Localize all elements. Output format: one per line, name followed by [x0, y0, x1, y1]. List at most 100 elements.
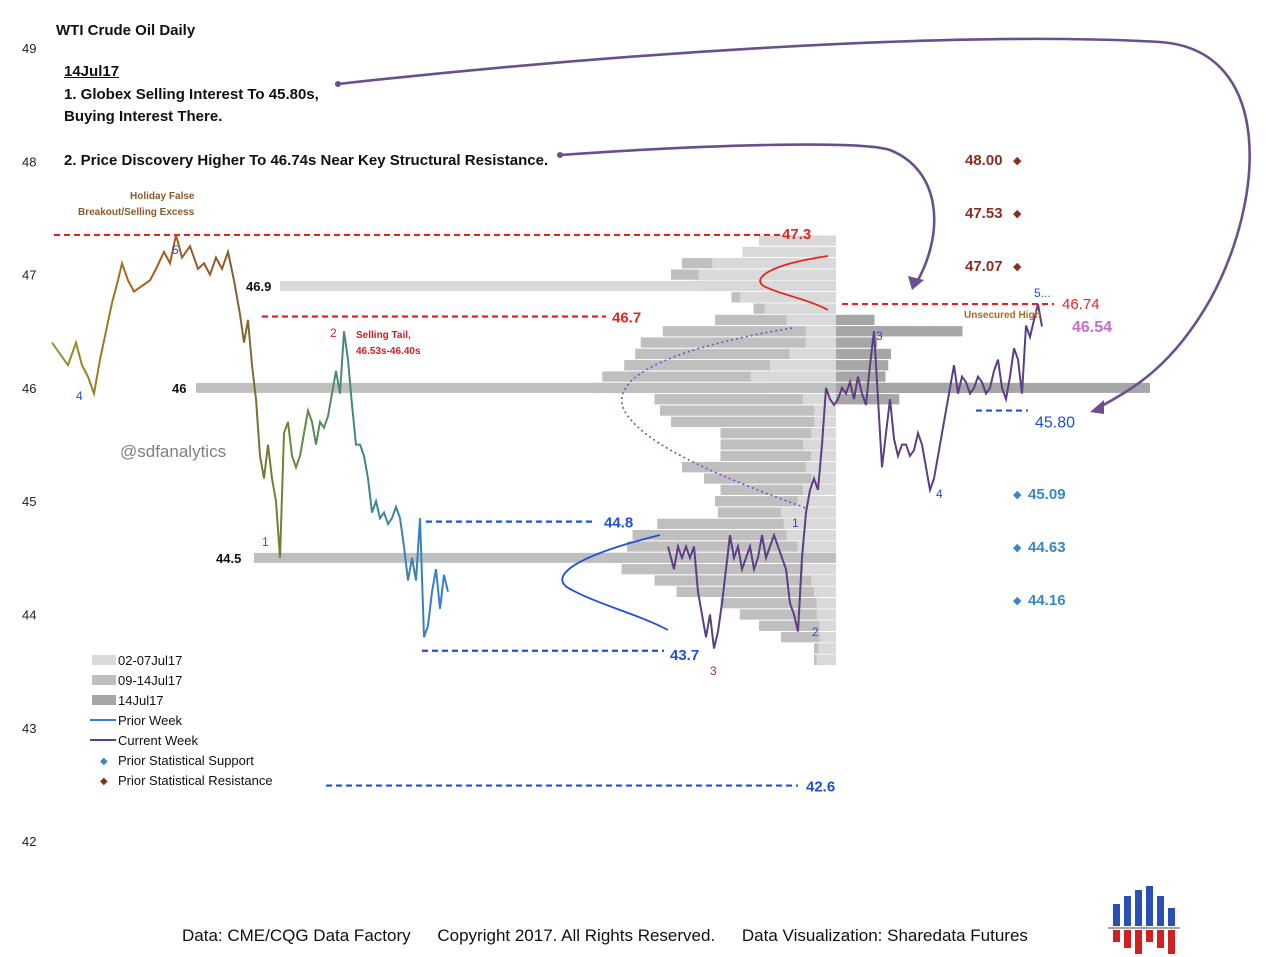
annotation-selling-tail-1: Selling Tail,	[356, 330, 411, 341]
profile-bar-02-07jul17	[803, 564, 836, 575]
profile-bar-02-07jul17	[816, 654, 836, 665]
note-date: 14Jul17	[64, 63, 120, 80]
wave-label-current: 4	[936, 487, 943, 501]
annotations: Holiday False Breakout/Selling Excess Sell…	[76, 191, 1051, 678]
logo-bar-bottom	[1135, 930, 1142, 954]
legend: 02-07Jul17 09-14Jul17 14Jul17 Prior Week Cur…	[90, 653, 273, 788]
profile-bar-09-14jul17	[720, 450, 836, 462]
profile-bar-02-07jul17	[814, 586, 836, 597]
poc-bar-46-9	[280, 280, 836, 291]
y-tick-label: 49	[22, 41, 36, 56]
note-line-2: Buying Interest There.	[64, 108, 223, 125]
poc-label: 46	[172, 381, 186, 396]
profile-bar-09-14jul17	[632, 530, 836, 541]
logo-bar-bottom	[1146, 930, 1153, 942]
profile-bar-09-14jul17	[781, 632, 836, 643]
poc-label: 46.9	[246, 279, 271, 294]
volume-profiles	[196, 235, 1150, 665]
profile-bar-09-14jul17	[602, 371, 836, 382]
legend-diamond-icon: ◆	[100, 776, 108, 787]
profile-bar-02-07jul17	[750, 371, 836, 382]
profile-bar-02-07jul17	[742, 246, 836, 258]
resistance-marker-icon: ◆	[1013, 207, 1022, 220]
price-series	[51, 234, 1043, 649]
annotation-holiday-2: Breakout/Selling Excess	[78, 207, 195, 218]
profile-bar-09-14jul17	[704, 473, 836, 484]
resistance-label: 48.00	[965, 152, 1003, 169]
profile-bar-14jul17	[836, 337, 878, 348]
profile-bar-02-07jul17	[816, 609, 836, 620]
poc-bar-46-current	[836, 382, 1150, 393]
profile-bar-02-07jul17	[781, 507, 836, 518]
profile-bar-02-07jul17	[759, 235, 836, 246]
chart-title: WTI Crude Oil Daily	[56, 22, 196, 39]
legend-label: Prior Statistical Resistance	[118, 773, 273, 788]
level-label-44-8: 44.8	[604, 515, 633, 532]
footer-data-source: Data: CME/CQG Data Factory	[182, 926, 411, 945]
support-label: 45.09	[1028, 486, 1066, 503]
legend-swatch	[92, 675, 116, 685]
y-tick-label: 48	[22, 154, 36, 169]
profile-bar-02-07jul17	[786, 314, 836, 326]
profile-bar-02-07jul17	[811, 575, 836, 586]
profile-bar-02-07jul17	[803, 394, 836, 405]
y-tick-label: 46	[22, 381, 36, 396]
y-tick-label: 44	[22, 608, 36, 623]
wave-label-prior: 4	[76, 389, 83, 403]
legend-swatch	[92, 695, 116, 705]
support-marker-icon: ◆	[1013, 488, 1022, 501]
legend-label: Prior Week	[118, 713, 183, 728]
level-label-45-80: 45.80	[1035, 415, 1075, 432]
profile-bar-02-07jul17	[797, 496, 836, 507]
y-tick-label: 45	[22, 494, 36, 509]
profile-bar-09-14jul17	[682, 462, 836, 473]
profile-bar-09-14jul17	[654, 394, 836, 405]
profile-bar-09-14jul17	[654, 575, 836, 586]
profile-bar-09-14jul17	[621, 564, 836, 575]
level-label-46-74: 46.74	[1062, 296, 1100, 313]
annotation-selling-tail-2: 46.53s-46.40s	[356, 346, 421, 357]
y-tick-label: 47	[22, 268, 36, 283]
profile-bar-09-14jul17	[720, 428, 836, 439]
distribution-curves	[561, 255, 829, 631]
profile-bar-02-07jul17	[811, 473, 836, 484]
arrow-1-head-icon	[1090, 400, 1104, 414]
footer: Data: CME/CQG Data Factory Copyright 201…	[182, 926, 1050, 946]
y-axis: 49 48 47 46 45 44 43 42	[22, 41, 36, 849]
profile-bar-14jul17	[836, 326, 963, 337]
profile-bar-09-14jul17	[720, 484, 836, 496]
logo-bar-top	[1168, 908, 1175, 926]
profile-bar-02-07jul17	[803, 484, 836, 496]
note-line-3: 2. Price Discovery Higher To 46.74s Near…	[64, 152, 549, 169]
poc-bar-46	[196, 382, 836, 393]
profile-bar-02-07jul17	[783, 518, 836, 530]
profile-bar-02-07jul17	[764, 303, 836, 314]
current-price-label: 46.54	[1072, 319, 1112, 336]
profile-bar-09-14jul17	[720, 439, 836, 450]
support-marker-icon: ◆	[1013, 594, 1022, 607]
profile-bar-02-07jul17	[818, 643, 836, 654]
resistance-label: 47.07	[965, 258, 1003, 275]
footer-visualization: Data Visualization: Sharedata Futures	[741, 926, 1028, 945]
y-tick-label: 42	[22, 834, 36, 849]
note-line-1: 1. Globex Selling Interest To 45.80s,	[64, 86, 319, 103]
statistical-levels: 48.00 ◆ 47.53 ◆ 47.07 ◆ ◆ 45.09 ◆ 44.63 ◆ 44.16 46.5…	[965, 152, 1112, 609]
arrow-2-path	[559, 143, 936, 281]
profile-bar-02-07jul17	[797, 541, 836, 552]
poc-bar-44-5	[254, 552, 836, 563]
profile-bar-09-14jul17	[720, 598, 836, 609]
profile-bar-02-07jul17	[814, 416, 836, 428]
profile-bar-02-07jul17	[770, 360, 836, 371]
logo-bar-bottom	[1113, 930, 1120, 942]
wave-label-current: 2	[812, 625, 819, 639]
profile-bar-09-14jul17	[635, 348, 836, 360]
level-label-43-7: 43.7	[670, 647, 699, 664]
profile-bar-02-07jul17	[698, 269, 836, 280]
profile-bar-09-14jul17	[717, 507, 836, 518]
profile-bar-02-07jul17	[712, 258, 836, 269]
profile-bar-14jul17	[836, 394, 900, 405]
arrow-1-start	[335, 81, 341, 87]
wave-label-prior: 5	[172, 243, 179, 257]
profile-bar-09-14jul17	[662, 326, 836, 337]
